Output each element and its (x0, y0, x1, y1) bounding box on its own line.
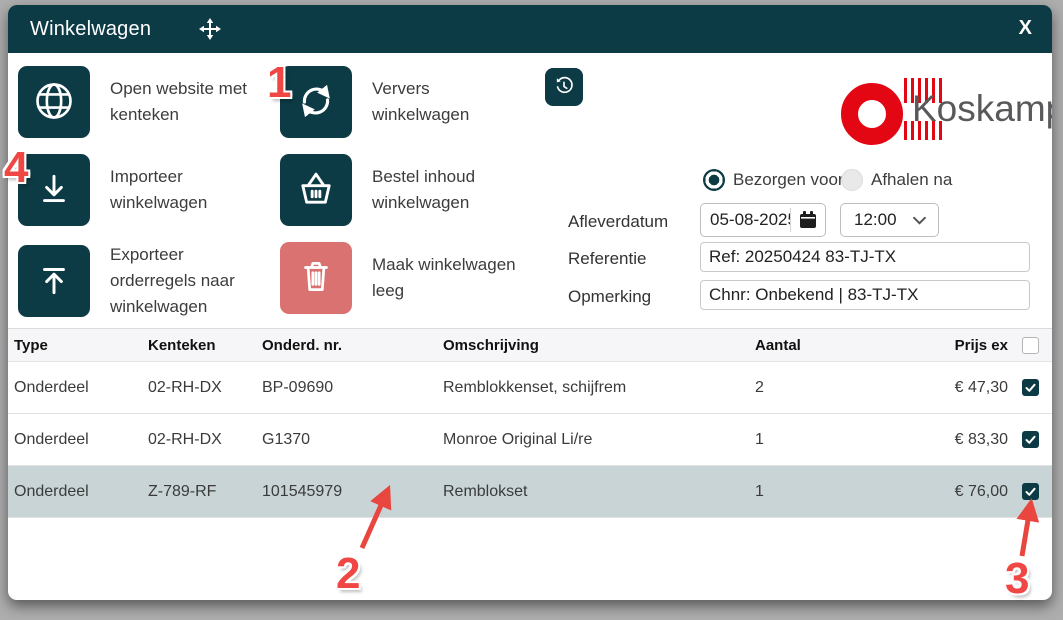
logo-stripes-top (904, 78, 944, 103)
winkelwagen-dialog: Winkelwagen X (8, 5, 1052, 600)
table-header-row: Type Kenteken Onderd. nr. Omschrijving A… (8, 328, 1052, 362)
afleverdatum-label: Afleverdatum (568, 212, 669, 231)
logo-ring (841, 83, 903, 145)
opmerking-input[interactable] (700, 280, 1030, 310)
cell-aantal: 1 (755, 430, 764, 448)
cart-table: Type Kenteken Onderd. nr. Omschrijving A… (8, 328, 1052, 518)
col-onderd-nr: Onderd. nr. (262, 336, 343, 354)
import-button[interactable] (18, 154, 90, 226)
cell-kenteken: 02-RH-DX (148, 430, 222, 448)
order-button[interactable] (280, 154, 352, 226)
globe-icon (32, 79, 76, 126)
action-label: Ververs winkelwagen (372, 79, 470, 124)
logo-stripes-bottom (904, 121, 944, 140)
referentie-input[interactable] (700, 242, 1030, 272)
cell-onderd-nr: BP-09690 (262, 378, 334, 396)
action-label: Open website met kenteken (110, 79, 248, 124)
close-button[interactable]: X (1018, 17, 1032, 39)
move-icon[interactable] (198, 17, 222, 41)
afleverdatum-date-field[interactable]: 05-08-2025 (700, 203, 826, 237)
open-website-button[interactable] (18, 66, 90, 138)
table-row-highlighted[interactable]: Onderdeel Z-789-RF 101545979 Remblokset … (8, 466, 1052, 518)
action-open-website: Open website met kenteken (18, 66, 285, 138)
col-kenteken: Kenteken (148, 336, 216, 354)
cell-aantal: 2 (755, 378, 764, 396)
refresh-button[interactable] (280, 66, 352, 138)
chevron-down-icon (913, 216, 938, 225)
refresh-icon (295, 80, 337, 125)
field-divider (790, 208, 791, 232)
basket-icon (294, 167, 338, 214)
select-all-checkbox[interactable] (1021, 336, 1039, 354)
upload-icon (33, 259, 75, 304)
row-checkbox[interactable] (1021, 483, 1039, 500)
export-button[interactable] (18, 245, 90, 317)
dialog-title: Winkelwagen (30, 17, 152, 40)
radio-bezorgen-label: Bezorgen voor (733, 170, 844, 189)
cell-type: Onderdeel (14, 378, 89, 396)
referentie-label: Referentie (568, 249, 647, 268)
row-checkbox[interactable] (1021, 431, 1039, 448)
afleverdatum-time-select[interactable]: 12:00 (840, 203, 939, 237)
history-icon (553, 75, 575, 100)
cell-kenteken: 02-RH-DX (148, 378, 222, 396)
col-type: Type (14, 336, 48, 354)
action-bestel: Bestel inhoud winkelwagen (280, 154, 527, 226)
download-icon (33, 168, 75, 213)
time-value: 12:00 (854, 210, 897, 229)
empty-cart-button[interactable] (280, 242, 352, 314)
cell-aantal: 1 (755, 482, 764, 500)
radio-afhalen-label: Afhalen na (871, 170, 953, 189)
action-label: Exporteer orderregels naar winkelwagen (110, 245, 235, 316)
col-aantal: Aantal (755, 336, 801, 354)
action-label: Importeer winkelwagen (110, 167, 208, 212)
cell-type: Onderdeel (14, 430, 89, 448)
col-omschrijving: Omschrijving (443, 336, 539, 354)
dialog-titlebar[interactable]: Winkelwagen X (8, 5, 1052, 53)
table-row[interactable]: Onderdeel 02-RH-DX BP-09690 Remblokkense… (8, 362, 1052, 414)
action-label: Maak winkelwagen leeg (372, 255, 516, 300)
cell-type: Onderdeel (14, 482, 89, 500)
action-leegmaken: Maak winkelwagen leeg (280, 242, 552, 314)
action-label: Bestel inhoud winkelwagen (372, 167, 476, 212)
cell-omschrijving: Remblokkenset, schijfrem (443, 378, 627, 396)
logo-text: Koskamp (912, 88, 1052, 129)
radio-afhalen-na[interactable] (841, 169, 863, 191)
col-prijs-ex: Prijs ex (954, 336, 1008, 354)
koskamp-logo: Koskamp (838, 75, 1052, 145)
trash-icon (295, 256, 337, 301)
table-row[interactable]: Onderdeel 02-RH-DX G1370 Monroe Original… (8, 414, 1052, 466)
calendar-icon[interactable] (791, 210, 825, 230)
action-ververs: Ververs winkelwagen (280, 66, 522, 138)
cell-onderd-nr: 101545979 (262, 482, 343, 500)
cell-kenteken: Z-789-RF (148, 482, 217, 500)
row-checkbox[interactable] (1021, 379, 1039, 396)
action-importeer: Importeer winkelwagen (18, 154, 260, 226)
radio-bezorgen-voor[interactable] (703, 169, 725, 191)
action-exporteer: Exporteer orderregels naar winkelwagen (18, 242, 260, 320)
cell-prijs: € 76,00 (954, 482, 1008, 500)
history-button[interactable] (545, 68, 583, 106)
cell-prijs: € 47,30 (954, 378, 1008, 396)
opmerking-label: Opmerking (568, 287, 652, 306)
cell-omschrijving: Remblokset (443, 482, 528, 500)
cell-prijs: € 83,30 (954, 430, 1008, 448)
cell-omschrijving: Monroe Original Li/re (443, 430, 593, 448)
date-value[interactable]: 05-08-2025 (710, 210, 790, 229)
cell-onderd-nr: G1370 (262, 430, 311, 448)
